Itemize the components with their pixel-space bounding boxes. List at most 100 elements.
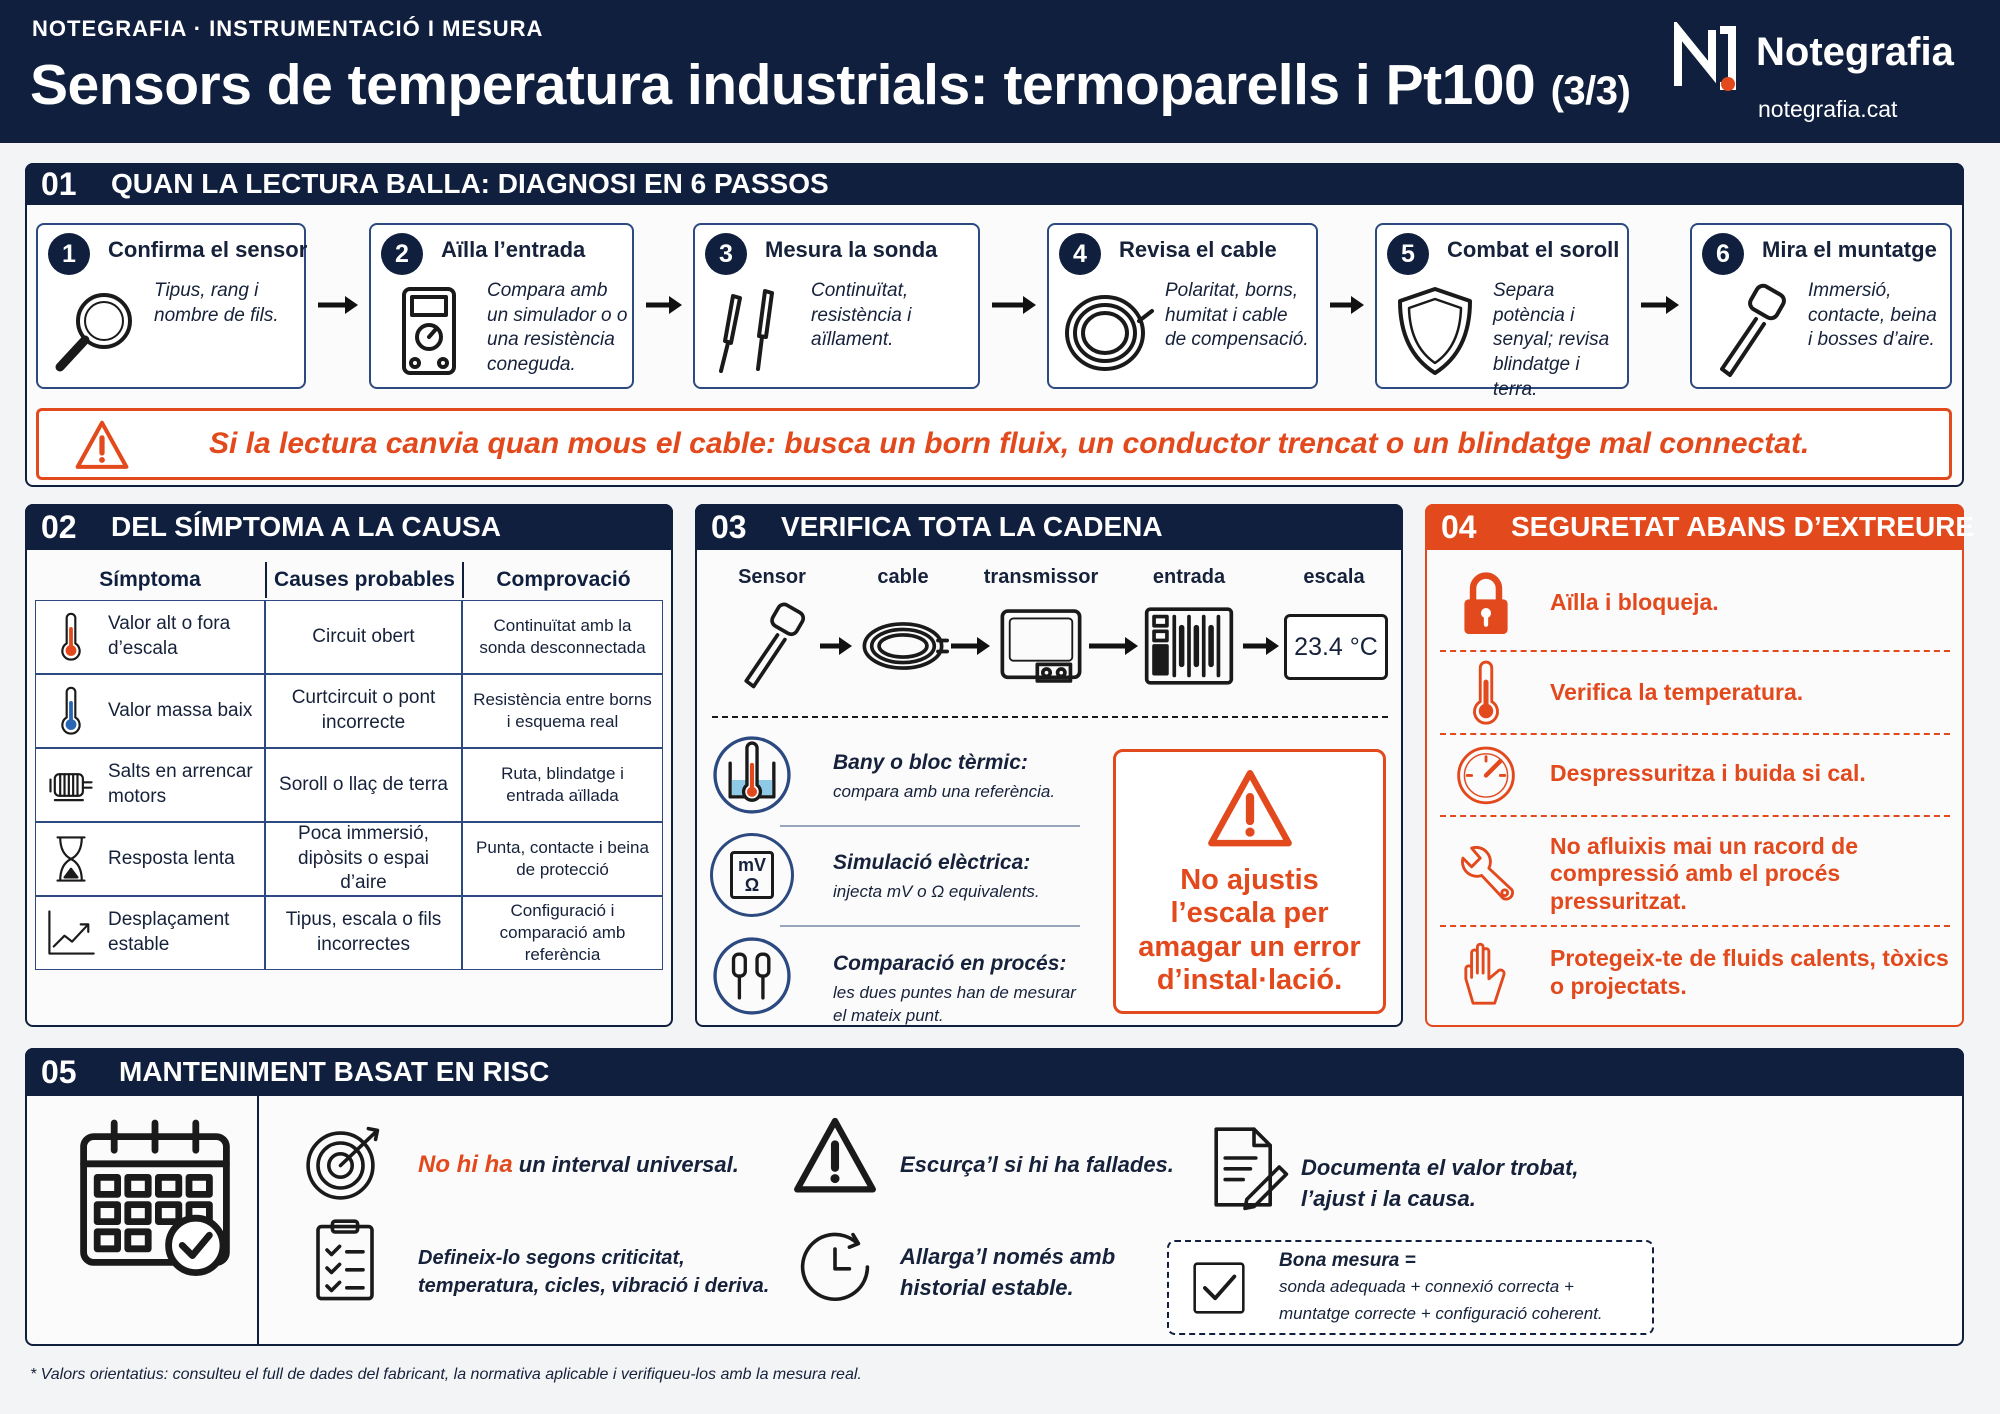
step-title: Mira el muntatge (1762, 237, 1937, 262)
table-cell: Circuit obert (265, 600, 462, 674)
method-title: Bany o bloc tèrmic: (833, 751, 1028, 774)
icon-shape (839, 637, 852, 655)
icon-shape (1461, 846, 1514, 901)
safety-text: Despressuritza i buida si cal. (1550, 760, 1866, 787)
icon (1461, 846, 1514, 901)
icon-shape (1055, 667, 1067, 679)
icon-shape (155, 1174, 183, 1198)
icon (1457, 746, 1515, 805)
method-title: Simulació elèctrica: (833, 851, 1031, 874)
method-divider (780, 925, 1080, 927)
table-cell: Desplaçament estable (35, 896, 265, 970)
icon-shape (1351, 296, 1364, 314)
icon-shape (869, 627, 937, 665)
arrow (644, 293, 683, 317)
safety-divider (1440, 650, 1950, 652)
arrow (1328, 293, 1365, 317)
icon-shape (1457, 746, 1515, 805)
title-text: Sensors de temperatura industrials: term… (30, 53, 1536, 117)
step-number: 6 (1702, 233, 1744, 275)
table-cell: Resistència entre borns i esquema real (462, 674, 663, 748)
row-icon (44, 684, 98, 738)
icon (75, 420, 129, 469)
chain-label: Sensor (738, 566, 806, 588)
icon-shape (61, 686, 81, 735)
icon-shape (327, 1152, 354, 1179)
icon-shape (1473, 660, 1499, 725)
chain-label: escala (1303, 566, 1365, 588)
icon-shape (325, 1244, 365, 1293)
icon-shape (1748, 283, 1786, 321)
summary-line: Bona mesura = (1279, 1250, 1416, 1271)
icon-shape (1125, 637, 1138, 655)
method-icon (710, 733, 794, 817)
maintenance-text: Documenta el valor trobat, l’ajust i la … (1301, 1153, 1621, 1215)
maintenance-text: Defineix-lo segons criticitat, temperatu… (418, 1244, 778, 1300)
safety-divider (1440, 815, 1950, 817)
safety-icon (1450, 738, 1522, 810)
step-title: Combat el soroll (1447, 237, 1620, 262)
step-number: 3 (705, 233, 747, 275)
icon-shape (76, 293, 132, 349)
icon-shape (1465, 755, 1507, 777)
section-header: 05 MANTENIMENT BASAT EN RISC (25, 1048, 1964, 1096)
icon-shape (165, 1214, 227, 1276)
row-icon (44, 832, 98, 886)
icon (1065, 295, 1154, 371)
icon-shape (316, 1141, 365, 1190)
warning-icon (73, 417, 131, 475)
icon (1089, 637, 1138, 655)
chain-icon (995, 600, 1087, 692)
icon-shape (1469, 572, 1503, 603)
cell-text: Curtcircuit o pont incorrecte (291, 687, 436, 733)
cell-text: Ruta, blindatge i entrada aïllada (501, 763, 624, 805)
icon (992, 296, 1036, 314)
maintenance-span: Documenta el valor trobat, l’ajust i la … (1301, 1155, 1579, 1211)
icon-shape (1500, 888, 1510, 898)
icon (306, 1126, 380, 1200)
icon-shape (48, 910, 95, 955)
icon-shape (1023, 296, 1036, 314)
arrow (949, 634, 991, 658)
maintenance-icon (300, 1116, 390, 1206)
chain-label: entrada (1152, 566, 1226, 588)
safety-text: Verifica la temperatura. (1550, 679, 1804, 706)
section-title: DEL SÍMPTOMA A LA CAUSA (111, 511, 501, 542)
icon-shape (1266, 637, 1279, 655)
icon-shape (936, 638, 949, 654)
icon-shape (794, 1117, 876, 1193)
maintenance-span: Defineix-lo segons criticitat, temperatu… (418, 1247, 770, 1297)
cell-text: Valor massa baix (108, 699, 253, 721)
section-number: 05 (41, 1054, 77, 1090)
icon-shape (1041, 667, 1053, 679)
header-title: Sensors de temperatura industrials: term… (30, 52, 1650, 122)
icon-shape (427, 327, 438, 339)
icon-shape (669, 296, 682, 314)
icon-shape (409, 357, 421, 369)
chain-icon (857, 600, 949, 692)
chain-icon (1143, 600, 1235, 692)
icon (713, 736, 791, 814)
icon-shape (75, 420, 129, 469)
icon-shape (93, 1228, 121, 1253)
table-cell: Ruta, blindatge i entrada aïllada (462, 748, 663, 822)
table-header: Comprovació (462, 562, 663, 598)
table-cell: Continuïtat amb la sonda desconnectada (462, 600, 663, 674)
safety-icon (1450, 567, 1522, 639)
maintenance-text: Escurça’l si hi ha fallades. (900, 1150, 1200, 1181)
icon (402, 287, 456, 375)
mv-label: mV (737, 855, 766, 875)
warning-icon (1204, 764, 1296, 856)
icon-shape (1203, 1274, 1237, 1301)
warning-text: No ajustis l’escala per amagar un error … (1138, 864, 1361, 997)
step-card: 1 Confirma el sensor Tipus, rang i nombre … (36, 223, 307, 389)
header-band: NOTEGRAFIA · INSTRUMENTACIÓ I MESURA Sens… (0, 0, 2000, 143)
cell-text: Valor alt o fora d’escala (108, 613, 231, 659)
icon (1193, 1262, 1245, 1314)
icon-shape (1674, 18, 1736, 90)
calendar-icon (70, 1106, 240, 1276)
cell-text: Tipus, escala o fils incorrectes (285, 909, 442, 955)
section-header: 03 VERIFICA TOTA LA CADENA (695, 504, 1403, 550)
icon-shape (437, 357, 449, 369)
icon (49, 773, 93, 802)
